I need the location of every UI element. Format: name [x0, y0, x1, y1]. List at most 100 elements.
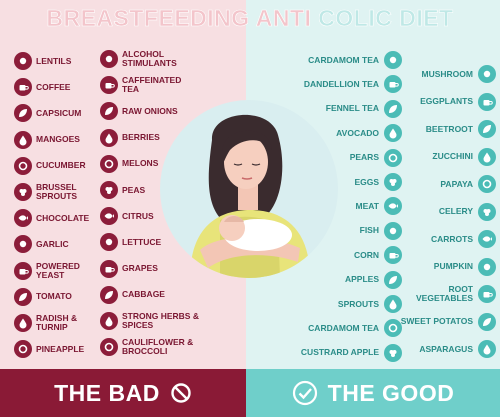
bad-food-item: ALCOHOL STIMULANTS	[100, 48, 200, 70]
good-banner-label: THE GOOD	[327, 379, 455, 406]
carrot-icon	[478, 230, 496, 248]
sprouts-icon	[384, 295, 402, 313]
good-food-item: CELERY	[398, 201, 496, 223]
bad-food-item: BERRIES	[100, 127, 200, 149]
bad-food-item: COFFEE	[14, 76, 109, 98]
bad-food-item-label: RADISH & TURNIP	[36, 313, 78, 332]
bad-food-item: PINEAPPLE	[14, 338, 109, 360]
eggplant-icon	[478, 92, 496, 111]
good-food-item: MUSHROOM	[398, 63, 496, 85]
good-food-item-label: CARDAMOM TEA	[308, 54, 379, 65]
good-banner: THE GOOD	[246, 369, 500, 417]
bad-food-item: STRONG HERBS & SPICES	[100, 310, 200, 332]
good-food-item: CORN	[280, 244, 402, 266]
melon-icon	[100, 154, 118, 173]
bad-banner-label: THE BAD	[54, 379, 160, 406]
bad-banner: THE BAD	[0, 369, 246, 417]
good-food-item: SWEET POTATOS	[398, 311, 496, 333]
good-food-item-label: PAPAYA	[440, 178, 473, 189]
good-food-item: CUSTRARD APPLE	[280, 342, 402, 364]
good-food-item-label: PEARS	[349, 152, 379, 163]
cabbage-icon	[100, 285, 118, 304]
page-title: BREASTFEEDING ANTI COLIC DIET	[0, 5, 500, 32]
good-food-item-label: EGGPLANTS	[420, 96, 473, 106]
bad-food-item: CABBAGE	[100, 284, 200, 306]
bad-food-item-label: CAFFEINATED TEA	[122, 75, 182, 95]
good-food-item-label: PUMPKIN	[433, 261, 473, 271]
bad-food-item: CITRUS	[100, 205, 200, 227]
good-food-item-label: SWEET POTATOS	[400, 316, 473, 326]
alcohol-icon	[100, 50, 118, 68]
capsicum-icon	[14, 104, 32, 123]
good-food-item: EGGPLANTS	[398, 91, 496, 113]
bad-food-item: LENTILS	[14, 50, 109, 72]
bad-food-item: MELONS	[100, 153, 200, 175]
good-food-item: CARDAMOM TEA	[280, 317, 402, 339]
good-food-item-label: BEETROOT	[425, 123, 473, 134]
good-food-item: PEARS	[280, 147, 402, 169]
good-food-item: DANDELLION TEA	[280, 73, 402, 95]
bad-food-item-label: CUCUMBER	[36, 160, 86, 171]
good-food-item-label: MEAT	[355, 200, 379, 211]
pear-icon	[384, 148, 402, 167]
cardamom-tea-icon	[384, 319, 402, 338]
good-food-item: FISH	[280, 220, 402, 242]
tomato-icon	[14, 287, 32, 306]
apple-icon	[384, 270, 402, 289]
breastfeeding-mother-image	[190, 114, 310, 278]
bad-food-item-label: MELONS	[122, 158, 159, 169]
cucumber-icon	[14, 156, 32, 175]
pineapple-icon	[14, 340, 32, 359]
bad-food-item-label: ALCOHOL STIMULANTS	[122, 49, 177, 68]
bad-food-item-label: GRAPES	[122, 263, 158, 274]
prohibited-icon	[171, 383, 191, 403]
bad-food-item-label: LETTUCE	[122, 236, 162, 247]
bad-food-item-label: PEAS	[122, 184, 146, 195]
asparagus-icon	[478, 340, 496, 358]
bad-food-item: POWERED YEAST	[14, 260, 109, 282]
bad-food-item: RADISH & TURNIP	[14, 312, 109, 334]
grapes-icon	[100, 259, 118, 278]
bad-food-item: CHOCOLATE	[14, 207, 109, 229]
sweet-potato-icon	[478, 312, 496, 331]
lentils-icon	[14, 52, 32, 70]
good-food-item: EGGS	[280, 171, 402, 193]
good-food-item-label: ZUCCHINI	[432, 151, 473, 161]
papaya-icon	[478, 175, 496, 193]
peas-icon	[100, 181, 118, 199]
bad-food-item: CAPSICUM	[14, 102, 109, 124]
good-food-item: ROOT VEGETABLES	[398, 283, 496, 305]
cardamom-tea-icon	[384, 51, 402, 69]
bad-food-item: PEAS	[100, 179, 200, 201]
good-food-item: CARDAMOM TEA	[280, 49, 402, 71]
egg-icon	[384, 173, 402, 191]
bad-food-item-label: BERRIES	[122, 132, 160, 143]
good-food-item: SPROUTS	[280, 293, 402, 315]
pumpkin-icon	[478, 257, 496, 276]
good-food-item-label: CELERY	[438, 206, 473, 216]
good-food-item-label: DANDELLION TEA	[303, 78, 379, 89]
custard-apple-icon	[384, 343, 402, 362]
good-food-item-label: APPLES	[344, 274, 379, 285]
bad-food-item: BRUSSEL SPROUTS	[14, 181, 109, 203]
bad-food-item-label: CHOCOLATE	[36, 212, 90, 223]
berries-icon	[100, 128, 118, 147]
bad-food-item-label: PINEAPPLE	[36, 343, 85, 354]
bad-food-item: GARLIC	[14, 233, 109, 255]
bad-food-item: MANGOES	[14, 129, 109, 151]
good-food-item: AVOCADO	[280, 122, 402, 144]
title-right: COLIC DIET	[311, 5, 454, 32]
bad-food-item: CUCUMBER	[14, 155, 109, 177]
bad-food-item-label: LENTILS	[36, 55, 72, 66]
bad-food-item: TOMATO	[14, 286, 109, 308]
root-vegetables-icon	[478, 285, 496, 303]
bad-food-item-label: GARLIC	[36, 238, 69, 249]
good-food-item: FENNEL TEA	[280, 98, 402, 120]
bad-food-item-label: CAPSICUM	[36, 107, 82, 118]
broccoli-icon	[100, 338, 118, 357]
bad-food-item: GRAPES	[100, 258, 200, 280]
corn-icon	[384, 246, 402, 265]
good-food-item-label: CUSTRARD APPLE	[300, 347, 379, 358]
mango-icon	[14, 130, 32, 149]
beetroot-icon	[478, 120, 496, 138]
